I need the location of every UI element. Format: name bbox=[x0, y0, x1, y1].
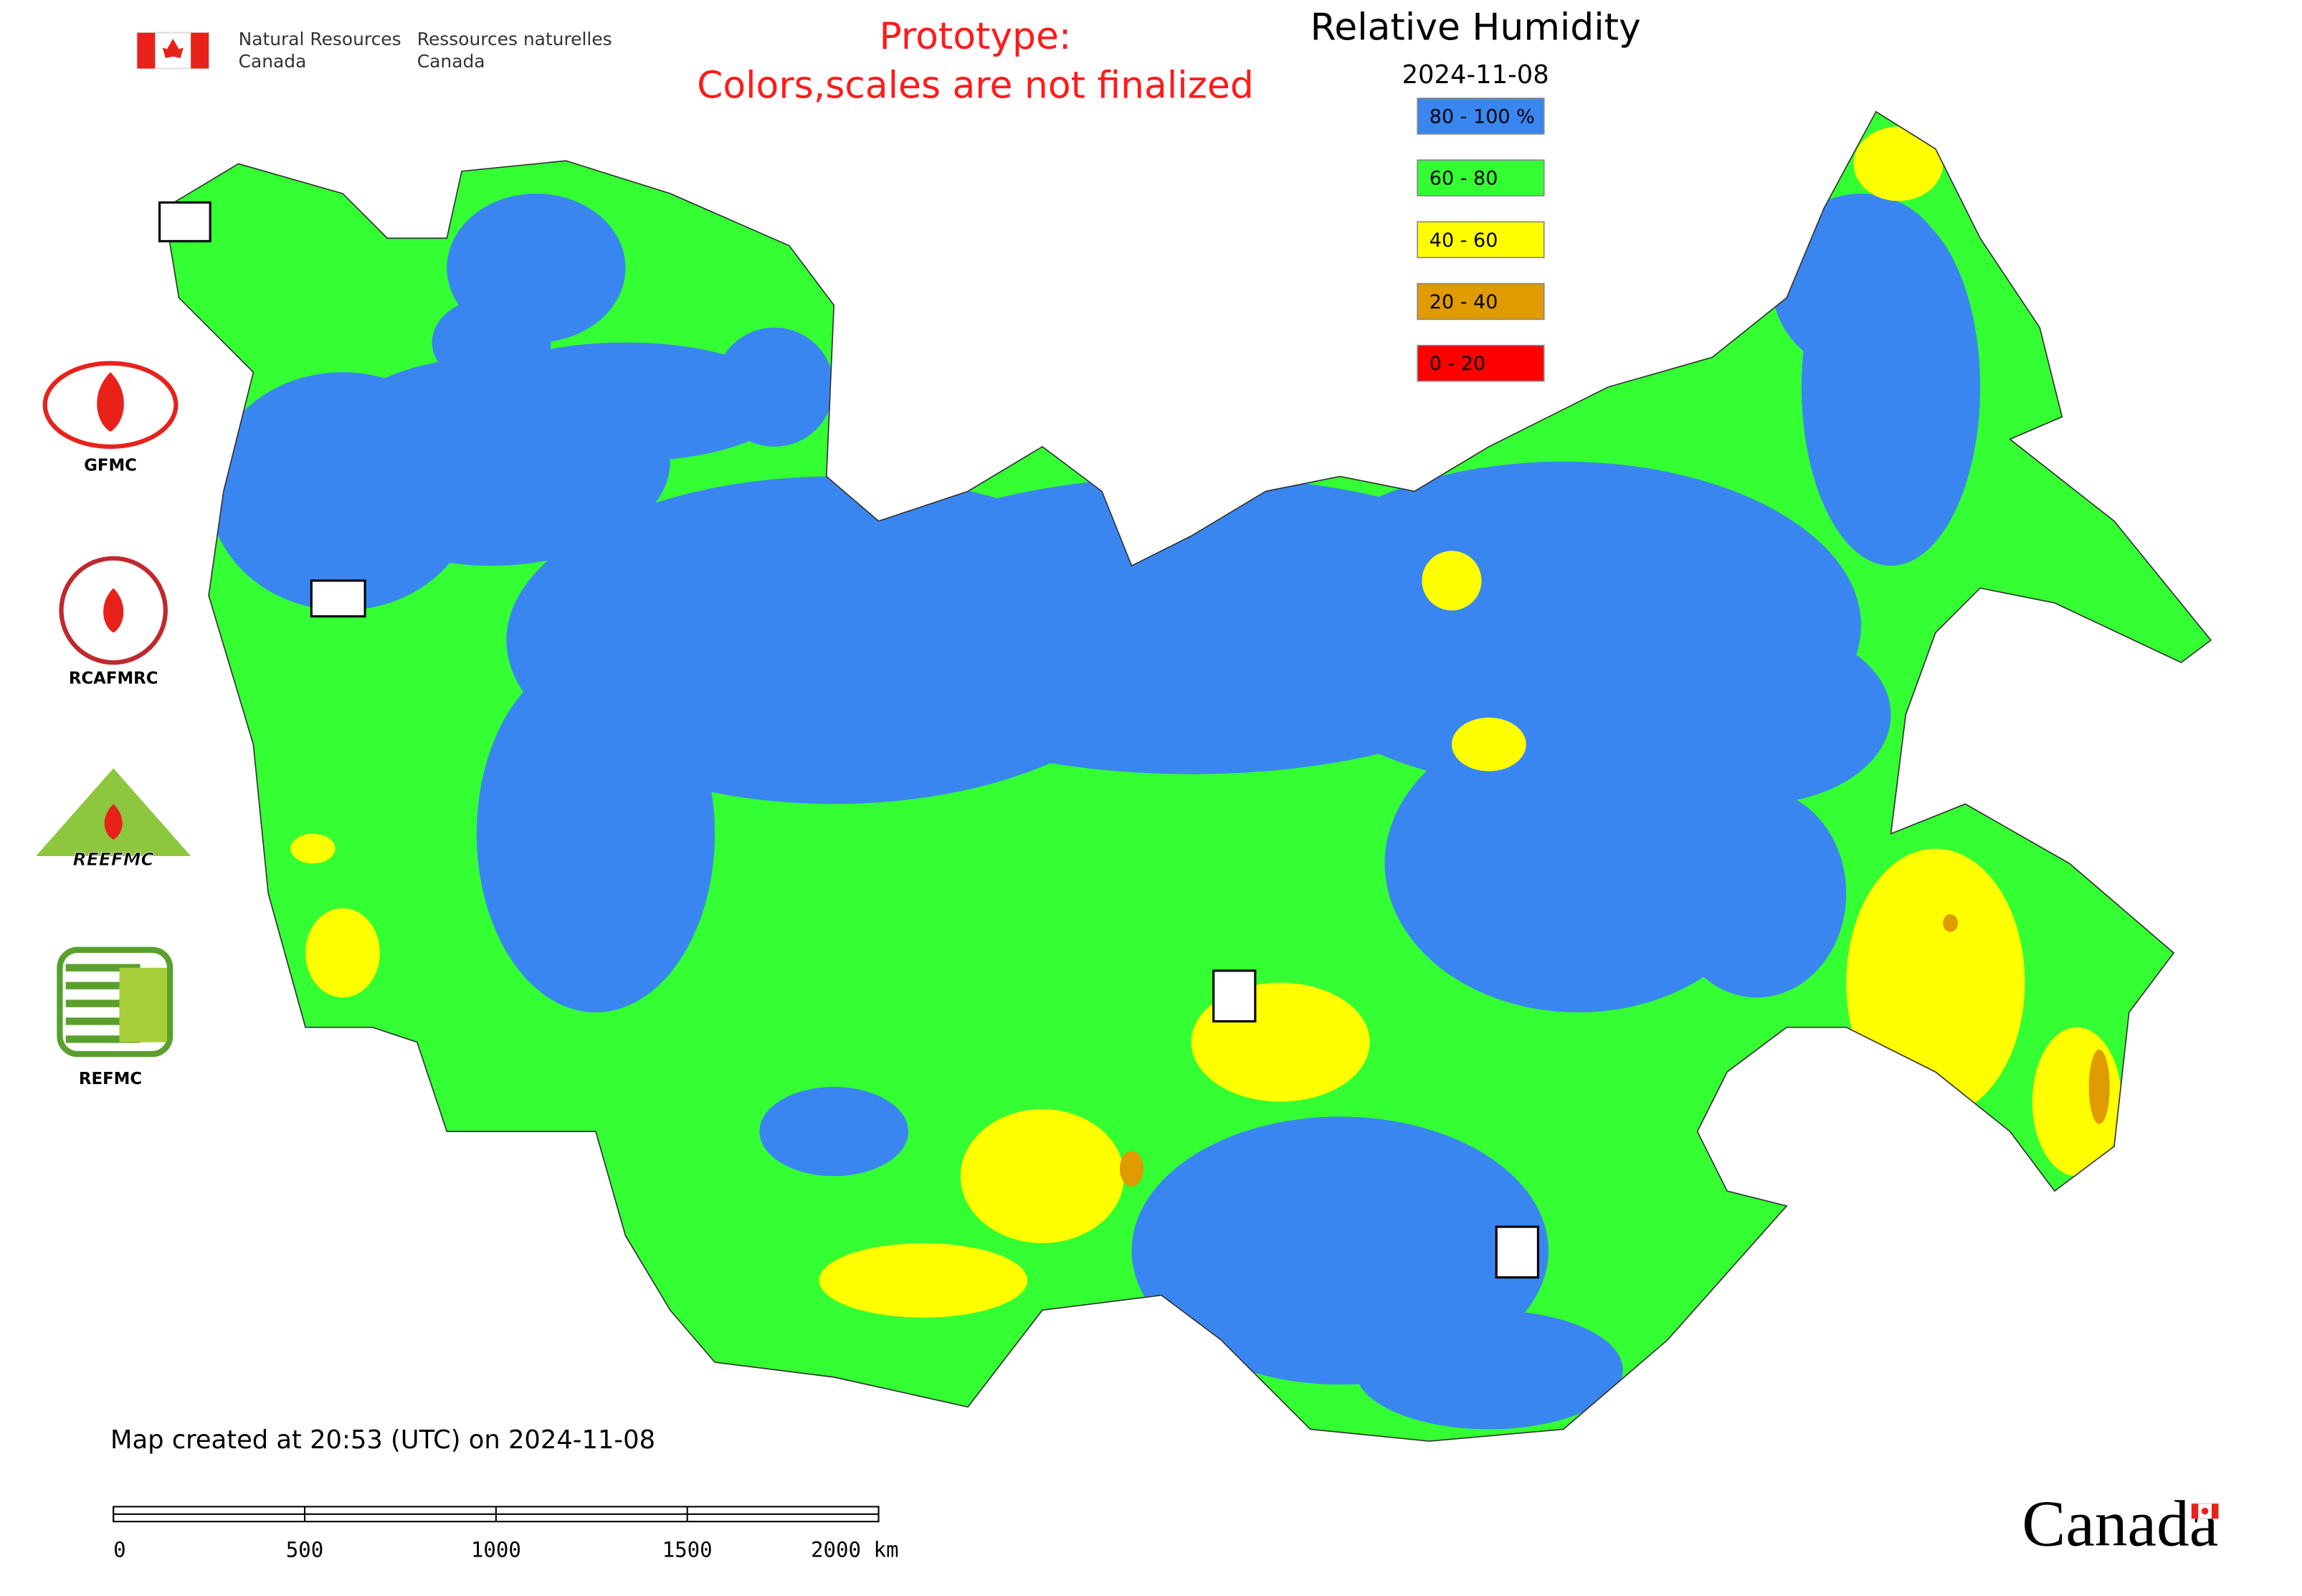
scale-label: 2000 km bbox=[811, 1538, 898, 1562]
logo-label: GFMC bbox=[84, 456, 137, 475]
legend-swatch bbox=[1417, 98, 1545, 135]
dept-en: Canada bbox=[239, 51, 307, 72]
region bbox=[1451, 717, 1526, 771]
region bbox=[819, 1243, 1028, 1318]
scale-label: 0 bbox=[113, 1538, 126, 1562]
scale-label: 1000 bbox=[471, 1538, 521, 1562]
legend-swatch bbox=[1417, 159, 1545, 196]
legend-swatch bbox=[1417, 221, 1545, 259]
logo-label: RCAFMRC bbox=[69, 669, 158, 688]
date: 2024-11-08 bbox=[1402, 60, 1549, 90]
region bbox=[1853, 126, 1944, 201]
region bbox=[476, 655, 715, 1013]
legend-label: 60 - 80 bbox=[1430, 168, 1498, 190]
region bbox=[1354, 1310, 1623, 1430]
region bbox=[1422, 551, 1482, 611]
wordmark: Canada bbox=[2022, 1488, 2218, 1560]
legend-label: 40 - 60 bbox=[1430, 229, 1498, 252]
logo-label: REEFMC bbox=[73, 849, 155, 870]
logos bbox=[36, 361, 191, 1058]
notice: Colors,scales are not finalized bbox=[697, 65, 1254, 108]
region bbox=[759, 1086, 909, 1177]
dept-en: Natural Resources bbox=[239, 29, 401, 49]
dept-fr: Ressources naturelles bbox=[417, 29, 612, 49]
region bbox=[1668, 789, 1847, 998]
region bbox=[1846, 848, 2025, 1117]
region bbox=[290, 833, 336, 864]
scale-label: 500 bbox=[286, 1538, 324, 1562]
scale-label: 1500 bbox=[662, 1538, 713, 1562]
notice: Prototype: bbox=[880, 15, 1072, 58]
legend-swatch bbox=[1417, 282, 1545, 320]
dept-fr: Canada bbox=[417, 51, 485, 72]
region bbox=[1622, 625, 1891, 804]
title: Relative Humidity bbox=[1311, 6, 1641, 49]
footer: Map created at 20:53 (UTC) on 2024-11-08 bbox=[110, 1425, 655, 1455]
region bbox=[2088, 1049, 2110, 1124]
region bbox=[462, 342, 789, 462]
region bbox=[305, 908, 380, 998]
map-markers bbox=[158, 201, 1539, 1279]
scale-bar: 0 500 1000 1500 2000 km bbox=[113, 1506, 899, 1562]
legend-label: 0 - 20 bbox=[1430, 353, 1485, 375]
region bbox=[1943, 913, 1958, 932]
logo-label: REFMC bbox=[79, 1070, 142, 1088]
legend: 80 - 100 % 60 - 80 40 - 60 20 - 40 0 - 20 bbox=[1417, 98, 1545, 382]
wordmark-flag bbox=[2191, 1503, 2219, 1519]
legend-label: 20 - 40 bbox=[1430, 291, 1498, 313]
legend-swatch bbox=[1417, 344, 1545, 382]
flag bbox=[136, 32, 210, 70]
region bbox=[1384, 714, 1772, 1013]
region bbox=[960, 1108, 1125, 1243]
region bbox=[432, 298, 551, 387]
legend-label: 80 - 100 % bbox=[1430, 106, 1535, 128]
region bbox=[1119, 1151, 1144, 1187]
region bbox=[715, 327, 834, 447]
region bbox=[1771, 193, 1951, 373]
